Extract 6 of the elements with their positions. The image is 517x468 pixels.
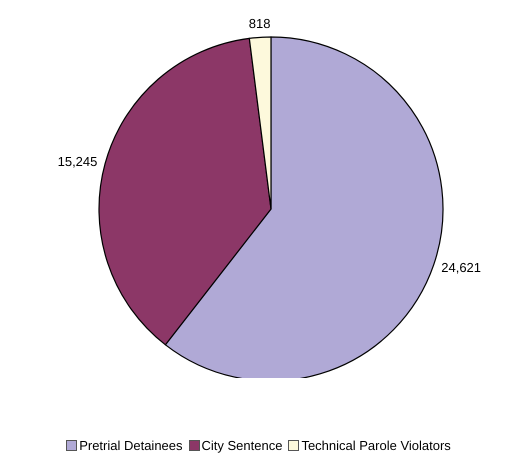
legend-label: Pretrial Detainees xyxy=(78,438,183,453)
data-label: 15,245 xyxy=(58,154,98,169)
data-label: 24,621 xyxy=(441,260,482,275)
legend-label: City Sentence xyxy=(200,438,282,453)
data-label: 818 xyxy=(248,16,270,31)
legend-label: Technical Parole Violators xyxy=(300,438,451,453)
